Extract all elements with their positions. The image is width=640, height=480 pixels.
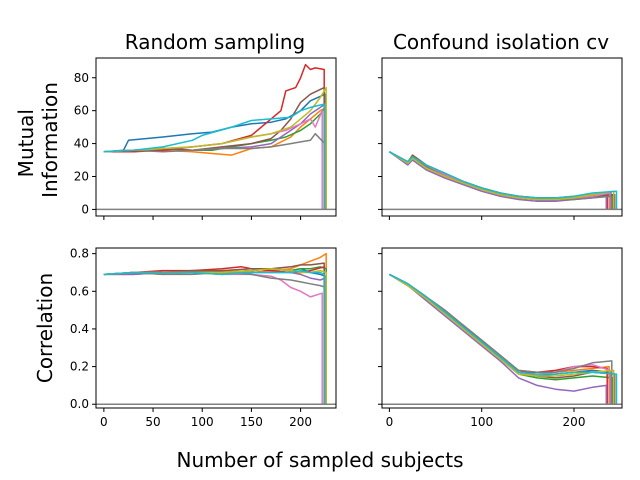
- ylabel-line-2: Information: [38, 82, 62, 198]
- series-line-8: [389, 151, 613, 210]
- panel-mi-confound: [378, 57, 623, 220]
- axes-frame: [95, 57, 337, 217]
- series-line-10: [103, 269, 325, 405]
- x-tick-label: 0: [386, 415, 394, 429]
- series-line-1: [103, 267, 326, 405]
- series-line-4: [103, 63, 325, 210]
- axes-frame: [381, 57, 623, 217]
- series-line-7: [103, 109, 323, 210]
- x-tick-label: 200: [563, 415, 586, 429]
- series-line-5: [388, 151, 608, 210]
- y-tick-label: 0.4: [70, 322, 89, 336]
- y-tick-label: 0.0: [70, 397, 89, 411]
- x-tick-label: 200: [289, 415, 312, 429]
- y-tick-label: 60: [74, 104, 89, 118]
- series-line-8: [103, 271, 327, 405]
- series-group: [103, 63, 327, 210]
- series-line-1: [389, 151, 612, 210]
- panel-corr-confound: 0 100 200: [378, 247, 623, 429]
- series-line-3: [103, 266, 327, 405]
- ylabel-correlation: Correlation: [33, 273, 57, 383]
- series-line-5: [389, 273, 608, 405]
- x-tick-label: 100: [191, 415, 214, 429]
- x-tick-label: 100: [470, 415, 493, 429]
- series-line-2: [103, 252, 327, 405]
- axes-frame: [95, 247, 337, 409]
- y-tick-label: 0.8: [70, 247, 89, 261]
- y-tick-label: 0.2: [70, 360, 89, 374]
- series-line-5: [103, 271, 326, 405]
- series-line-10: [103, 103, 325, 210]
- y-tick-label: 40: [74, 137, 89, 151]
- ylabel-mutual-information: Mutual Information: [14, 82, 62, 198]
- y-tick-label: 80: [74, 71, 89, 85]
- series-line-7: [103, 271, 323, 405]
- series-line-7: [389, 151, 611, 210]
- series-line-9: [103, 86, 327, 210]
- series-line-5: [103, 103, 326, 210]
- ylabel-line-1: Mutual: [14, 109, 38, 177]
- series-line-6: [103, 262, 325, 405]
- series-line-3: [389, 151, 614, 210]
- y-tick-label: 0.6: [70, 284, 89, 298]
- series-line-1: [103, 93, 326, 210]
- series-line-6: [389, 151, 616, 210]
- x-tick-label: 0: [100, 415, 108, 429]
- series-group: [388, 151, 618, 210]
- title-random-sampling: Random sampling: [125, 30, 306, 54]
- series-line-10: [389, 151, 618, 210]
- xlabel-sampled-subjects: Number of sampled subjects: [176, 448, 463, 472]
- y-tick-label: 0: [81, 202, 89, 216]
- axes-frame: [381, 247, 623, 409]
- series-line-10: [389, 273, 618, 405]
- series-group: [103, 252, 327, 405]
- title-confound-isolation: Confound isolation cv: [393, 30, 609, 54]
- series-group: [389, 273, 618, 405]
- series-line-3: [103, 104, 327, 210]
- series-line-4: [389, 151, 608, 210]
- series-line-9: [389, 151, 615, 210]
- y-tick-label: 20: [74, 170, 89, 184]
- x-tick-label: 150: [240, 415, 263, 429]
- series-line-2: [389, 151, 610, 210]
- panels: 0 20 40 60 80 0 50 100 150 200 0.0 0.2 0.4 0.6 0.8 0 100…: [70, 57, 623, 429]
- panel-mi-random: 0 20 40 60 80: [74, 57, 337, 220]
- panel-corr-random: 0 50 100 150 200 0.0 0.2 0.4 0.6 0.8: [70, 247, 337, 429]
- series-line-2: [103, 106, 327, 210]
- x-tick-label: 50: [145, 415, 160, 429]
- series-line-8: [103, 132, 327, 210]
